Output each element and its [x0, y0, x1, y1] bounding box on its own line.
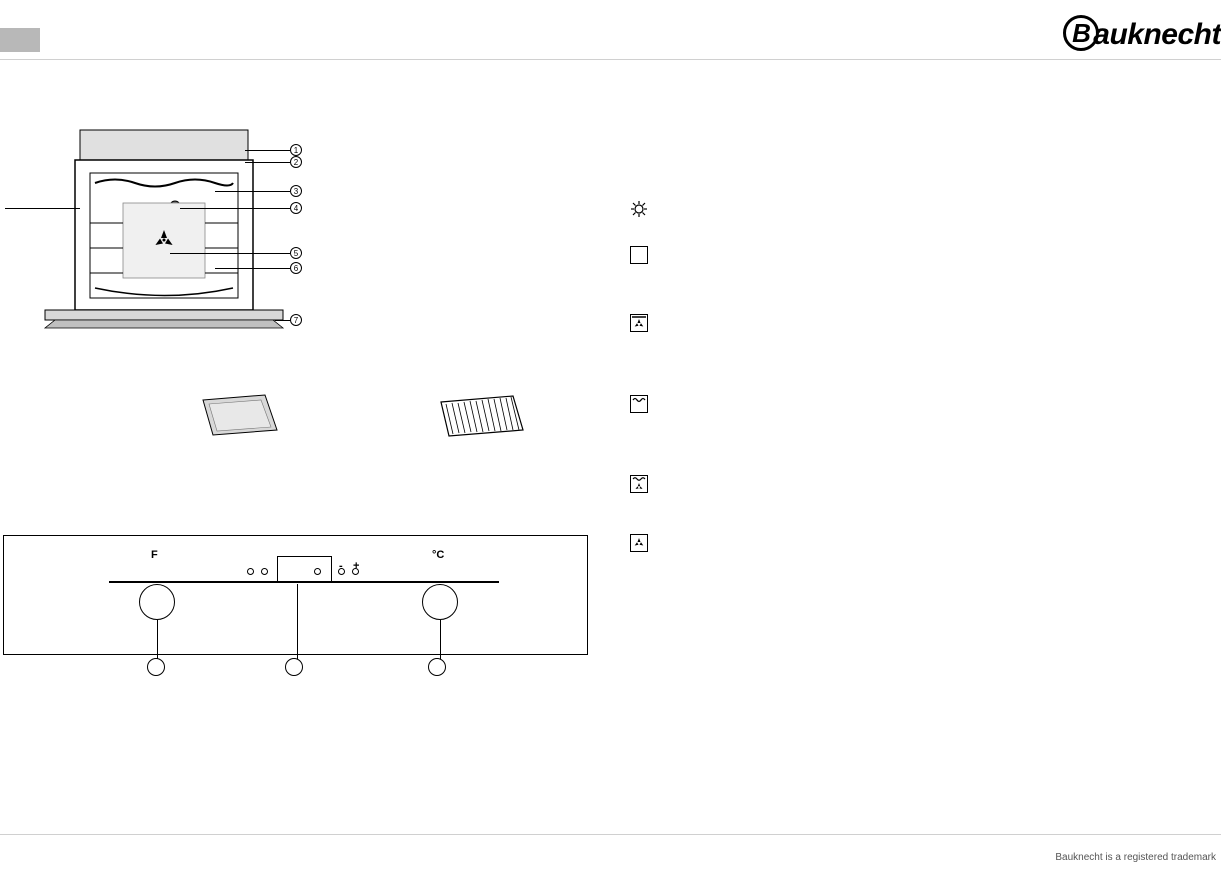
control-panel: F °C - + — [3, 535, 588, 655]
baking-tray-icon — [195, 385, 280, 445]
function-knob[interactable] — [139, 584, 175, 620]
page-tag — [0, 28, 40, 52]
oven-svg — [35, 128, 295, 338]
footer: Bauknecht is a registered trademark — [1055, 852, 1216, 863]
balloon-1: 1 — [147, 658, 165, 676]
temperature-knob[interactable] — [422, 584, 458, 620]
callout-4: 4 — [290, 202, 302, 214]
plus-button[interactable] — [352, 568, 359, 575]
display — [277, 556, 332, 582]
end-icon — [314, 568, 321, 575]
minus-button[interactable] — [338, 568, 345, 575]
lamp-icon — [630, 200, 648, 218]
callout-5: 5 — [290, 247, 302, 259]
timer-icon — [261, 568, 268, 575]
convection-bake-icon — [630, 314, 648, 332]
defrost-icon — [630, 534, 648, 552]
balloon-2: 2 — [285, 658, 303, 676]
turbo-grill-icon — [630, 475, 648, 493]
callout-7: 7 — [290, 314, 302, 326]
function-label: F — [151, 549, 158, 561]
oven-diagram: 1 2 3 4 5 6 7 — [35, 128, 295, 343]
callout-1: 1 — [290, 144, 302, 156]
footer-rule — [0, 834, 1221, 835]
callout-6: 6 — [290, 262, 302, 274]
callout-3: 3 — [290, 185, 302, 197]
clock-icon — [247, 568, 254, 575]
wire-shelf-icon — [435, 388, 525, 443]
grill-icon — [630, 395, 648, 413]
callout-2: 2 — [290, 156, 302, 168]
header: Bauknecht — [0, 0, 1221, 60]
brand-text: auknecht — [1093, 18, 1221, 51]
conventional-icon — [630, 246, 648, 264]
balloon-3: 3 — [428, 658, 446, 676]
temperature-label: °C — [432, 549, 444, 561]
brand-logo: Bauknecht — [1063, 18, 1221, 54]
